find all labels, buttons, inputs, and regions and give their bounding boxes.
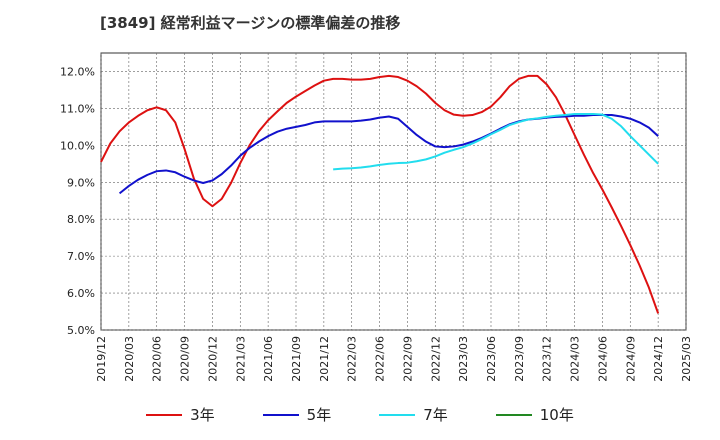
plot-frame [100,52,687,331]
series-line-7年 [333,112,659,171]
x-tick-label: 2020/12 [206,336,219,382]
series-layer [100,74,660,314]
legend-item: 3年 [146,404,215,425]
x-tick-label: 2023/09 [513,336,526,382]
legend-swatch [146,413,183,416]
legend-item: 5年 [262,404,332,425]
legend-label: 7年 [423,406,448,424]
legend-swatch [379,413,416,416]
x-tick-label: 2022/03 [346,336,359,382]
y-tick-label: 11.0% [60,102,95,115]
legend-swatch [495,413,532,416]
x-tick-label: 2023/03 [457,336,470,382]
y-tick-label: 6.0% [67,287,95,300]
x-tick-label: 2023/12 [541,336,554,382]
y-tick-label: 7.0% [67,250,95,263]
legend-label: 10年 [539,406,574,424]
axis-layer: 5.0% 6.0% 7.0% 8.0% 9.0% 10.0% 11.0% 12.0% 2019/… [60,65,693,381]
x-tick-label: 2025/03 [680,336,693,382]
x-tick-label: 2019/12 [95,336,108,382]
x-tick-label: 2021/03 [234,336,247,382]
x-tick-label: 2020/03 [123,336,136,382]
x-tick-label: 2024/12 [652,336,665,382]
x-tick-label: 2024/09 [624,336,637,382]
legend-label: 5年 [306,406,332,424]
legend-label: 3年 [190,406,215,424]
chart-title: [3849] 経常利益マージンの標準偏差の推移 [100,14,401,32]
y-tick-label: 5.0% [67,324,95,337]
y-tick-label: 8.0% [67,213,95,226]
legend-item: 7年 [379,404,448,425]
x-tick-label: 2020/09 [179,336,192,382]
legend-item: 10年 [495,404,574,425]
x-tick-label: 2022/12 [429,336,442,382]
x-tick-label: 2024/06 [596,336,609,382]
x-tick-label: 2020/06 [151,336,164,382]
x-tick-label: 2021/09 [290,336,303,382]
legend: 3年 5年 7年 10年 [0,404,720,425]
y-tick-label: 9.0% [67,176,95,189]
series-line-5年 [118,114,659,195]
x-tick-label: 2021/12 [318,336,331,382]
x-tick-label: 2021/06 [262,336,275,382]
y-tick-label: 12.0% [60,65,95,78]
grid-layer [100,52,687,331]
legend-swatch [262,413,299,416]
x-tick-label: 2022/09 [401,336,414,382]
x-tick-label: 2022/06 [374,336,387,382]
x-tick-label: 2023/06 [485,336,498,382]
x-tick-label: 2024/03 [569,336,582,382]
y-tick-label: 10.0% [60,139,95,152]
